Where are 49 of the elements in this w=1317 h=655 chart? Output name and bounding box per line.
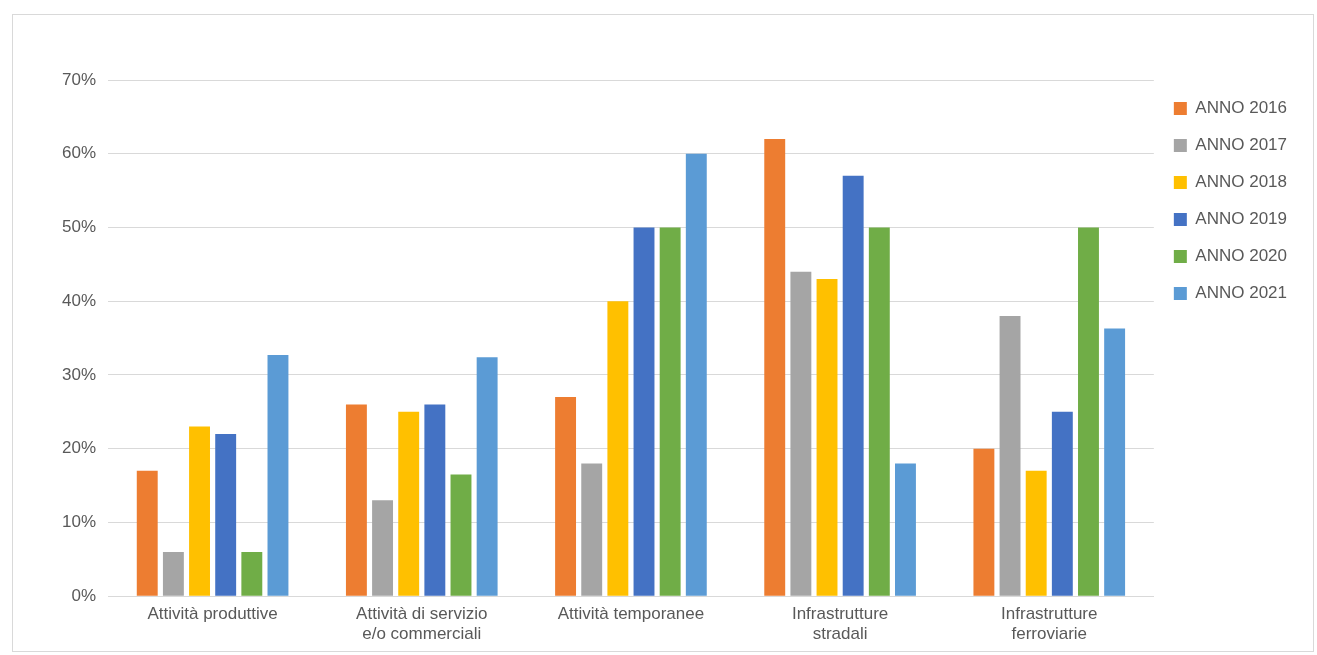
bar	[555, 397, 577, 596]
legend-label: ANNO 2019	[1195, 209, 1288, 229]
bar	[372, 500, 394, 596]
y-tick-label: 0%	[71, 585, 97, 605]
legend-label: ANNO 2016	[1195, 98, 1288, 118]
y-tick-label: 40%	[61, 290, 97, 310]
bar	[973, 448, 995, 596]
bar	[267, 355, 289, 596]
bar	[816, 279, 838, 596]
x-tick-label: Attività produttive	[147, 604, 278, 624]
y-tick-label: 50%	[61, 217, 97, 237]
legend-label: ANNO 2020	[1195, 246, 1288, 266]
x-tick-label: Infrastrutture ferroviarie	[1001, 604, 1098, 644]
y-tick-label: 30%	[61, 364, 97, 384]
bar	[189, 426, 210, 596]
legend-label: ANNO 2017	[1195, 135, 1288, 155]
bar	[790, 271, 812, 596]
bar	[1051, 411, 1073, 596]
y-tick-label: 20%	[61, 438, 97, 458]
bar	[1025, 470, 1047, 596]
bar	[1104, 328, 1126, 596]
bar	[895, 463, 916, 596]
bar	[345, 404, 367, 596]
bar	[162, 551, 184, 596]
bar	[685, 153, 707, 596]
bar	[476, 357, 498, 596]
bar	[136, 470, 158, 596]
bar	[999, 315, 1021, 596]
bar	[607, 301, 629, 596]
bar	[633, 227, 655, 596]
bar	[842, 175, 864, 596]
x-tick-label: Attività temporanee	[557, 604, 705, 624]
bar	[424, 404, 446, 596]
legend-label: ANNO 2021	[1195, 283, 1288, 303]
bar	[581, 463, 603, 596]
y-tick-label: 60%	[61, 143, 97, 163]
bar	[868, 227, 890, 596]
y-tick-label: 70%	[61, 69, 97, 89]
bar	[659, 227, 681, 596]
bar	[1078, 227, 1099, 596]
bar	[398, 411, 420, 596]
bar	[215, 433, 237, 596]
bar	[450, 474, 472, 596]
y-tick-label: 10%	[61, 512, 97, 532]
x-tick-label: Attività di servizio e/o commerciali	[356, 604, 488, 644]
x-tick-label: Infrastrutture stradali	[791, 604, 889, 644]
legend-label: ANNO 2018	[1195, 172, 1288, 192]
bar	[241, 551, 263, 596]
bar	[764, 138, 786, 596]
